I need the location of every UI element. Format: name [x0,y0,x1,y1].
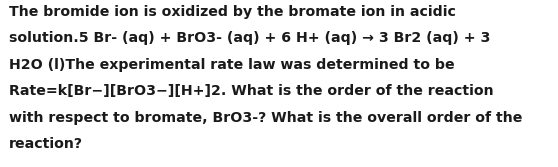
Text: with respect to bromate, BrO3-? What is the overall order of the: with respect to bromate, BrO3-? What is … [9,111,522,125]
Text: reaction?: reaction? [9,137,83,151]
Text: The bromide ion is oxidized by the bromate ion in acidic: The bromide ion is oxidized by the broma… [9,5,456,19]
Text: Rate=k[Br−][BrO3−][H+]2. What is the order of the reaction: Rate=k[Br−][BrO3−][H+]2. What is the ord… [9,84,494,98]
Text: solution.5 Br- (aq) + BrO3- (aq) + 6 H+ (aq) → 3 Br2 (aq) + 3: solution.5 Br- (aq) + BrO3- (aq) + 6 H+ … [9,31,490,45]
Text: H2O (l)The experimental rate law was determined to be: H2O (l)The experimental rate law was det… [9,58,455,72]
